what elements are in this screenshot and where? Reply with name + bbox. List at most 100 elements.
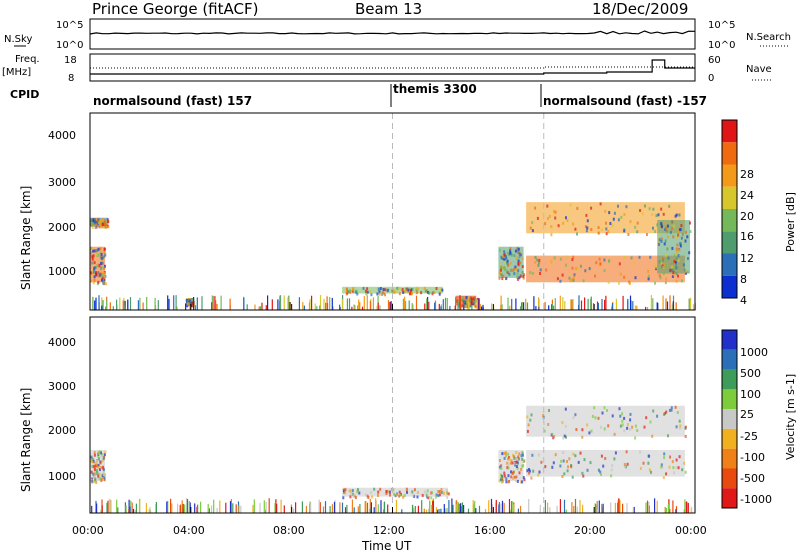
velocity-data-speckle (679, 426, 682, 430)
velocity-data-speckle (611, 414, 614, 418)
power-data-speckle (90, 279, 92, 283)
power-data-speckle (441, 288, 444, 292)
velocity-data-speckle (623, 416, 626, 420)
velocity-data-nearrange-echo (216, 508, 218, 513)
power-data-speckle (518, 252, 521, 256)
velocity-data-speckle (521, 451, 524, 455)
power-data-speckle (599, 262, 602, 266)
velocity-data-speckle (437, 494, 440, 498)
velocity-cbar-tick-m1000: -1000 (740, 493, 772, 506)
velocity-data-nearrange-echo (211, 505, 213, 513)
velocity-data-speckle (517, 461, 519, 465)
power-data-nearrange-echo (139, 298, 141, 310)
velocity-data-region-4 (526, 450, 685, 477)
power-data-speckle (662, 257, 665, 261)
velocity-data-nearrange-echo (574, 498, 577, 513)
velocity-data-speckle (677, 466, 680, 470)
power-data-speckle (379, 287, 382, 290)
velocity-data-nearrange-echo (240, 505, 242, 513)
velocity-data-speckle (597, 416, 600, 420)
power-data-speckle (469, 303, 472, 307)
power-data-speckle (603, 258, 606, 262)
velocity-data-nearrange-echo (460, 506, 462, 513)
power-data-speckle (680, 228, 683, 231)
power-data-speckle (654, 281, 656, 285)
power-data-speckle (582, 279, 585, 283)
power-data-speckle (607, 230, 610, 234)
velocity-data-speckle (431, 491, 433, 495)
power-data-nearrange-echo (553, 305, 555, 310)
velocity-data-nearrange-echo (346, 504, 348, 513)
power-data-speckle (90, 218, 93, 222)
velocity-data-nearrange-echo (329, 506, 331, 513)
velocity-data-nearrange-echo (556, 505, 558, 513)
velocity-data-nearrange-echo (353, 507, 355, 513)
power-data-nearrange-echo (500, 295, 502, 310)
power-data-speckle (654, 230, 656, 233)
power-data-speckle (534, 206, 537, 210)
velocity-data-speckle (515, 457, 518, 461)
velocity-data-speckle (103, 476, 106, 480)
power-data-speckle (671, 274, 674, 278)
power-data-speckle (348, 289, 351, 293)
power-data-speckle (572, 276, 575, 279)
velocity-data-speckle (600, 425, 602, 429)
velocity-data-speckle (507, 462, 510, 466)
velocity-data-speckle (562, 451, 565, 454)
power-data-speckle (586, 219, 589, 223)
velocity-data-nearrange-echo (474, 501, 476, 513)
power-data-speckle (428, 291, 431, 295)
power-data-nearrange-echo (124, 305, 126, 310)
velocity-data-nearrange-echo (648, 505, 650, 513)
velocity-data-speckle (551, 465, 554, 469)
velocity-data-speckle (642, 461, 645, 465)
velocity-data-nearrange-echo (448, 500, 450, 513)
velocity-data-speckle (548, 409, 550, 412)
power-data-nearrange-echo (572, 299, 574, 310)
velocity-data-speckle (583, 458, 586, 462)
velocity-data-speckle (574, 413, 577, 417)
velocity-data-nearrange-echo (375, 498, 377, 513)
velocity-data-nearrange-echo (344, 507, 347, 513)
power-data-speckle (508, 268, 511, 272)
power-data-speckle (572, 278, 575, 282)
power-data-speckle (684, 270, 687, 274)
power-data-nearrange-echo (215, 300, 217, 310)
power-data-speckle (531, 229, 534, 233)
power-data-nearrange-echo (580, 300, 583, 310)
power-data-nearrange-echo (405, 301, 407, 310)
power-data-speckle (103, 248, 106, 251)
power-data-nearrange-echo (363, 296, 365, 310)
power-data-nearrange-echo (526, 302, 529, 310)
velocity-data-speckle (586, 423, 589, 427)
velocity-data-nearrange-echo (443, 504, 445, 513)
xtick-1600: 16:00 (474, 524, 506, 537)
velocity-data-speckle (502, 474, 505, 478)
power-data-nearrange-echo (538, 298, 540, 310)
velocity-data-speckle (513, 455, 516, 459)
velocity-data-speckle (626, 423, 629, 426)
velocity-data-speckle (521, 480, 524, 484)
power-data-speckle (557, 224, 560, 228)
power-data-speckle (585, 213, 588, 217)
velocity-data-nearrange-echo (425, 509, 428, 513)
velocity-data-nearrange-echo (614, 502, 616, 513)
velocity-data-speckle (670, 406, 673, 410)
power-data-speckle (676, 243, 679, 247)
velocity-data-nearrange-echo (458, 503, 460, 513)
velocity-data-nearrange-echo (182, 503, 184, 513)
power-data-nearrange-echo (501, 304, 503, 310)
velocity-data-speckle (665, 472, 668, 476)
velocity-data-speckle (553, 435, 556, 438)
power-data-nearrange-echo (564, 300, 566, 310)
power-data-speckle (566, 218, 569, 222)
velocity-data-speckle (561, 475, 564, 478)
power-data-speckle (685, 230, 687, 234)
velocity-data-nearrange-echo (596, 501, 598, 513)
freq-label: Freq. (15, 54, 40, 65)
power-data-nearrange-echo (173, 295, 175, 310)
velocity-data-nearrange-echo (598, 500, 600, 513)
power-data-speckle (598, 257, 601, 261)
velocity-data-speckle (610, 468, 613, 472)
power-cbar-swatch (722, 186, 737, 210)
